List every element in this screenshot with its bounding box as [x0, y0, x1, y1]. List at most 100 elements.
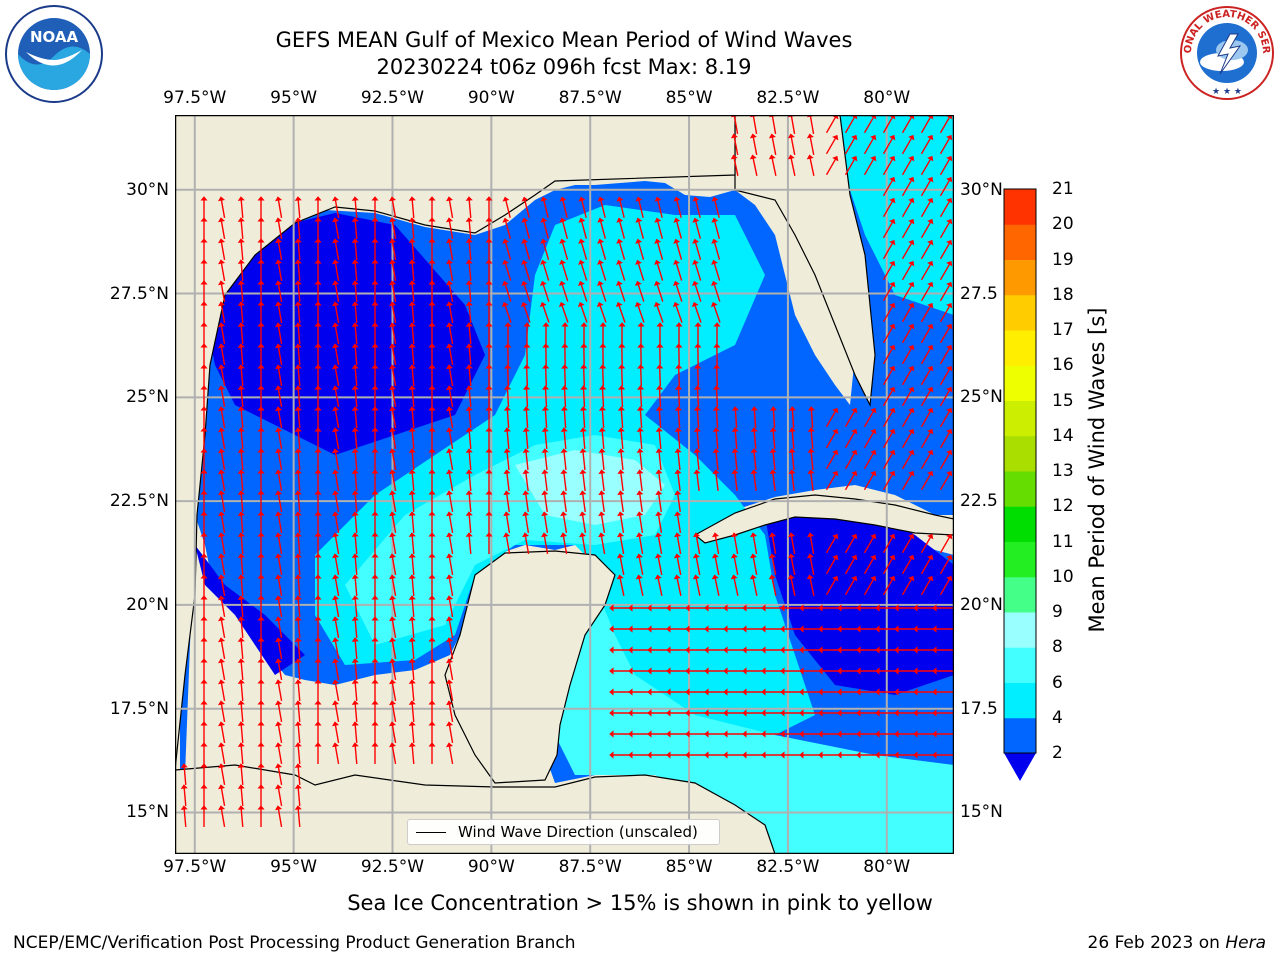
- colorbar-tick: 19: [1052, 249, 1074, 270]
- wind-arrow: [334, 263, 340, 281]
- wind-arrow-head: [818, 751, 823, 759]
- wind-arrow-head: [428, 196, 436, 201]
- wind-arrow-head: [579, 427, 587, 432]
- wind-arrow: [901, 116, 913, 134]
- wind-arrow: [563, 493, 567, 513]
- wind-arrow-head: [200, 721, 208, 726]
- wind-arrow-head: [655, 448, 663, 453]
- wind-arrow-head: [200, 700, 208, 705]
- wind-arrow-head: [428, 301, 436, 306]
- wind-arrow-head: [294, 805, 302, 810]
- wind-arrow-head: [371, 679, 379, 684]
- wind-arrow-head: [628, 751, 633, 759]
- wind-arrow-head: [597, 196, 605, 202]
- wind-arrow-head: [634, 280, 642, 287]
- wind-arrow-head: [628, 688, 633, 696]
- wind-arrow: [183, 808, 187, 828]
- wind-arrow: [525, 430, 529, 450]
- wind-arrow: [920, 305, 932, 323]
- wind-arrow-head: [237, 784, 245, 789]
- wind-arrow-head: [275, 406, 283, 412]
- wind-arrow: [542, 221, 550, 239]
- wind-arrow-head: [200, 469, 208, 474]
- wind-arrow-head: [218, 574, 226, 580]
- wind-arrow-head: [560, 490, 568, 496]
- wind-arrow: [411, 682, 415, 702]
- wind-arrow-head: [674, 532, 682, 538]
- wind-arrow-head: [769, 532, 777, 538]
- wind-arrow-head: [666, 751, 671, 759]
- wind-arrow: [240, 304, 244, 324]
- wind-arrow-head: [837, 688, 842, 696]
- wind-arrow: [600, 536, 606, 554]
- wind-arrow-head: [875, 604, 880, 612]
- wind-arrow-head: [351, 511, 359, 516]
- wind-arrow-head: [257, 301, 265, 306]
- wind-arrow-head: [647, 751, 652, 759]
- wind-arrow: [220, 641, 226, 659]
- wind-arrow: [920, 389, 932, 407]
- wind-arrow: [448, 242, 454, 260]
- wind-arrow-head: [628, 667, 633, 675]
- wind-arrow-head: [275, 385, 283, 391]
- wind-arrow-head: [636, 490, 644, 496]
- wind-arrow: [677, 409, 681, 429]
- wind-arrow-head: [218, 595, 226, 601]
- wind-arrow-head: [200, 637, 208, 642]
- wind-arrow: [920, 158, 932, 176]
- wind-arrow: [733, 578, 739, 596]
- wind-arrow-head: [275, 553, 283, 559]
- wind-arrow-head: [275, 364, 283, 370]
- wind-arrow-head: [200, 763, 208, 768]
- wind-arrow-head: [351, 448, 359, 453]
- wind-arrow: [753, 409, 757, 429]
- wind-arrow-head: [653, 301, 661, 308]
- wind-arrow: [882, 263, 894, 281]
- wind-arrow: [468, 346, 472, 366]
- wind-arrow-head: [927, 533, 934, 540]
- wind-arrow-head: [560, 448, 568, 453]
- wind-arrow-head: [693, 532, 701, 538]
- wind-arrow-head: [691, 280, 699, 287]
- wind-arrow-head: [389, 427, 397, 433]
- wind-arrow-head: [294, 574, 302, 579]
- wind-arrow-head: [275, 217, 283, 223]
- wind-arrow: [391, 557, 397, 575]
- wind-arrow: [791, 430, 795, 450]
- wind-arrow: [844, 536, 856, 554]
- wind-arrow: [544, 367, 548, 387]
- wind-arrow-head: [539, 301, 547, 308]
- wind-arrow-head: [522, 385, 531, 390]
- wind-arrow-head: [674, 511, 682, 517]
- wind-arrow-head: [389, 595, 397, 601]
- wind-arrow-head: [617, 448, 625, 453]
- wind-arrow-head: [927, 218, 934, 225]
- wind-arrow-head: [521, 238, 529, 244]
- wind-arrow: [448, 221, 454, 239]
- wind-arrow: [657, 557, 663, 575]
- wind-arrow-head: [913, 667, 918, 675]
- wind-arrow-head: [806, 133, 814, 139]
- lat-tick-left: 30°N: [126, 179, 169, 200]
- wind-arrow: [844, 473, 856, 491]
- wind-arrow-head: [673, 574, 681, 580]
- wind-arrow: [411, 346, 415, 366]
- wind-arrow: [506, 430, 510, 450]
- wind-arrow: [675, 305, 683, 323]
- wind-arrow: [562, 536, 568, 554]
- wind-arrow-head: [799, 646, 804, 654]
- wind-arrow-head: [596, 301, 604, 308]
- wind-arrow-head: [731, 448, 739, 453]
- wind-arrow-head: [200, 595, 208, 600]
- wind-arrow: [277, 788, 283, 806]
- wind-arrow: [297, 514, 301, 534]
- wind-arrow: [334, 746, 340, 764]
- wind-arrow-head: [913, 730, 918, 738]
- wind-arrow: [825, 116, 837, 134]
- wind-arrow-head: [946, 344, 953, 351]
- wind-arrow: [220, 284, 226, 302]
- wind-arrow: [354, 451, 358, 471]
- wind-arrow: [714, 557, 720, 575]
- wind-arrow-head: [837, 709, 842, 717]
- wind-arrow-head: [465, 196, 473, 201]
